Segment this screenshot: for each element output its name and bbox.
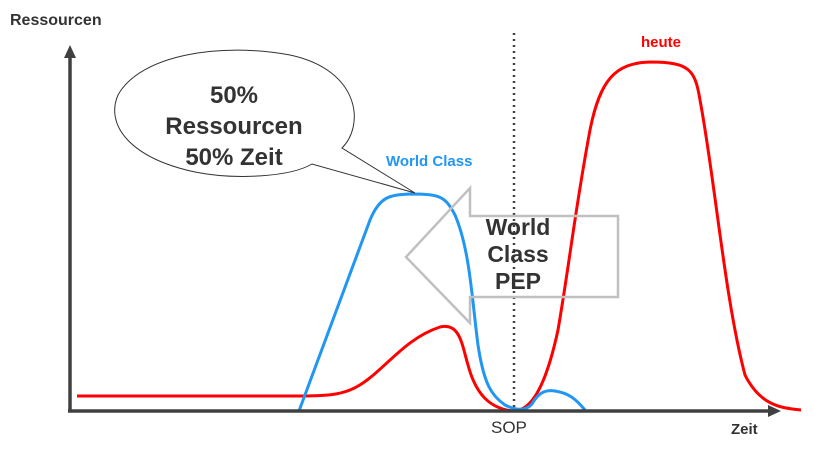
x-axis-arrowhead-icon [768,405,781,417]
world-class-curve [297,192,587,412]
x-axis-label: Zeit [731,421,758,438]
y-axis-label: Ressourcen [10,12,102,29]
y-axis-arrowhead-icon [64,45,76,58]
heute-curve-label: heute [641,34,682,51]
arrow-box-line-3: PEP [494,268,542,294]
arrow-box-text: World Class PEP [470,214,566,295]
callout-bubble [114,49,416,194]
callout-line-2: Ressourcen [165,113,303,140]
world-class-pep-arrow [404,184,620,327]
sop-marker-label: SOP [491,418,527,437]
world-class-curve-label: World Class [386,153,473,170]
callout-line-3: 50% Zeit [185,144,283,171]
heute-curve [77,60,802,413]
callout-line-1: 50% [209,82,259,109]
arrow-box-line-1: World [485,214,551,240]
callout-text: 50% Ressourcen 50% Zeit [148,80,320,173]
arrow-box-line-2: Class [487,241,549,267]
